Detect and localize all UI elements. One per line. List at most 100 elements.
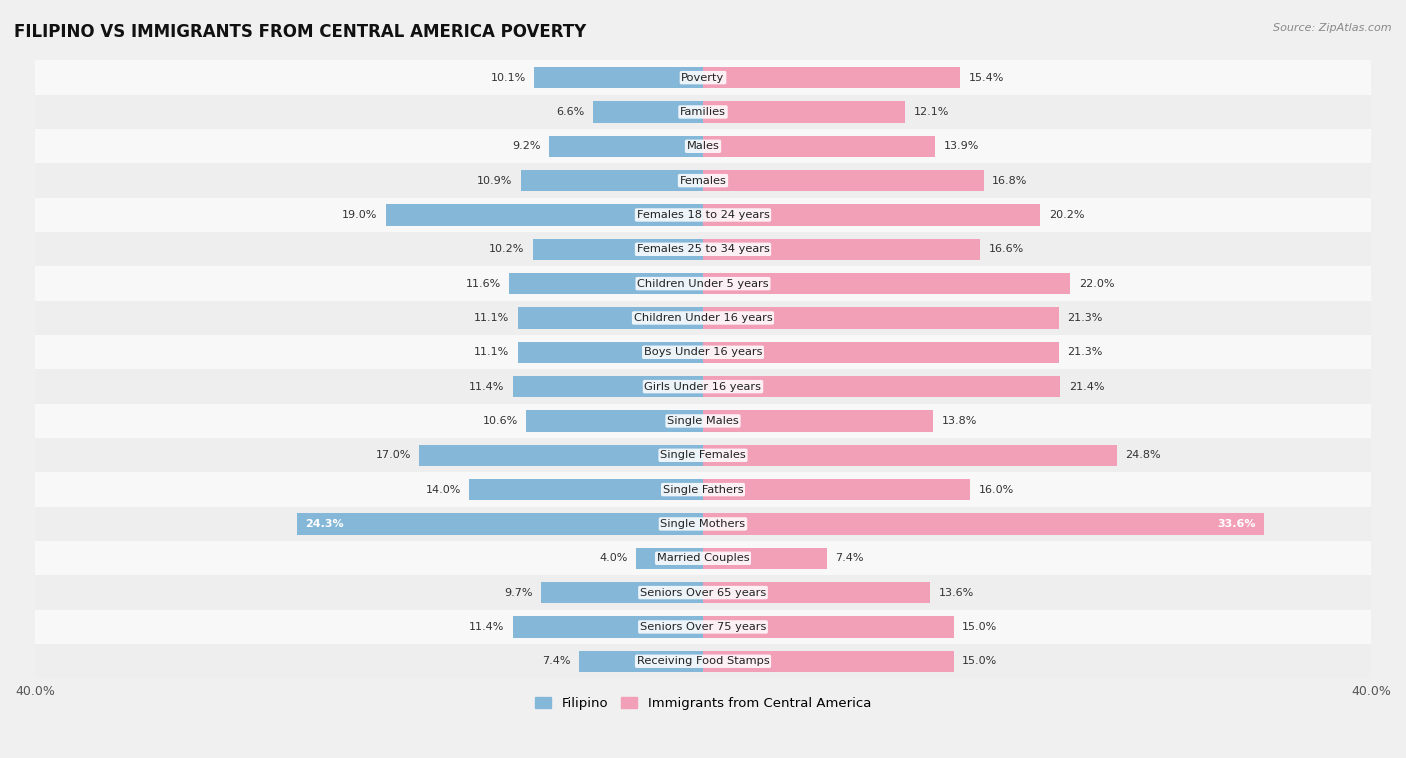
Bar	[35, 609, 1371, 644]
Text: 12.1%: 12.1%	[914, 107, 949, 117]
Text: Girls Under 16 years: Girls Under 16 years	[644, 381, 762, 392]
Text: 17.0%: 17.0%	[375, 450, 411, 460]
Bar	[513, 616, 703, 637]
Bar	[703, 342, 1059, 363]
Text: Single Males: Single Males	[666, 416, 740, 426]
Bar	[35, 198, 1371, 232]
Bar	[517, 342, 703, 363]
Bar	[35, 575, 1371, 609]
Bar	[703, 239, 980, 260]
Text: 9.7%: 9.7%	[505, 587, 533, 597]
Text: Seniors Over 65 years: Seniors Over 65 years	[640, 587, 766, 597]
Bar	[385, 205, 703, 226]
Text: Families: Families	[681, 107, 725, 117]
Text: 10.9%: 10.9%	[477, 176, 513, 186]
Text: 21.3%: 21.3%	[1067, 313, 1102, 323]
Bar	[703, 513, 1264, 534]
Bar	[35, 438, 1371, 472]
Text: 16.0%: 16.0%	[979, 484, 1014, 495]
Text: 11.4%: 11.4%	[468, 622, 505, 632]
Bar	[703, 582, 931, 603]
Bar	[703, 136, 935, 157]
Bar	[703, 205, 1040, 226]
Bar	[35, 335, 1371, 369]
Text: 21.3%: 21.3%	[1067, 347, 1102, 357]
Bar	[593, 102, 703, 123]
Bar	[550, 136, 703, 157]
Text: Females 25 to 34 years: Females 25 to 34 years	[637, 244, 769, 254]
Text: Boys Under 16 years: Boys Under 16 years	[644, 347, 762, 357]
Text: 16.8%: 16.8%	[993, 176, 1028, 186]
Text: Single Females: Single Females	[661, 450, 745, 460]
Text: 15.0%: 15.0%	[962, 622, 997, 632]
Text: 21.4%: 21.4%	[1069, 381, 1104, 392]
Bar	[703, 170, 984, 191]
Text: 4.0%: 4.0%	[599, 553, 628, 563]
Text: 11.1%: 11.1%	[474, 313, 509, 323]
Text: Married Couples: Married Couples	[657, 553, 749, 563]
Bar	[419, 445, 703, 466]
Bar	[35, 164, 1371, 198]
Text: Receiving Food Stamps: Receiving Food Stamps	[637, 656, 769, 666]
Bar	[541, 582, 703, 603]
Bar	[703, 616, 953, 637]
Text: 24.8%: 24.8%	[1126, 450, 1161, 460]
Bar	[703, 479, 970, 500]
Text: Seniors Over 75 years: Seniors Over 75 years	[640, 622, 766, 632]
Text: 19.0%: 19.0%	[342, 210, 377, 220]
Bar	[35, 61, 1371, 95]
Text: 13.8%: 13.8%	[942, 416, 977, 426]
Text: 14.0%: 14.0%	[426, 484, 461, 495]
Text: Females 18 to 24 years: Females 18 to 24 years	[637, 210, 769, 220]
Text: 10.2%: 10.2%	[489, 244, 524, 254]
Text: 9.2%: 9.2%	[513, 141, 541, 152]
Text: 7.4%: 7.4%	[543, 656, 571, 666]
Bar	[526, 410, 703, 431]
Bar	[35, 129, 1371, 164]
Text: FILIPINO VS IMMIGRANTS FROM CENTRAL AMERICA POVERTY: FILIPINO VS IMMIGRANTS FROM CENTRAL AMER…	[14, 23, 586, 41]
Text: 13.6%: 13.6%	[938, 587, 974, 597]
Text: 22.0%: 22.0%	[1078, 279, 1115, 289]
Bar	[534, 67, 703, 88]
Text: 7.4%: 7.4%	[835, 553, 863, 563]
Bar	[703, 650, 953, 672]
Bar	[297, 513, 703, 534]
Bar	[703, 273, 1070, 294]
Bar	[533, 239, 703, 260]
Text: Poverty: Poverty	[682, 73, 724, 83]
Bar	[35, 404, 1371, 438]
Text: 11.6%: 11.6%	[465, 279, 501, 289]
Text: 6.6%: 6.6%	[557, 107, 585, 117]
Text: 10.1%: 10.1%	[491, 73, 526, 83]
Bar	[703, 376, 1060, 397]
Text: 11.4%: 11.4%	[468, 381, 505, 392]
Text: 15.4%: 15.4%	[969, 73, 1004, 83]
Text: 10.6%: 10.6%	[482, 416, 517, 426]
Text: 15.0%: 15.0%	[962, 656, 997, 666]
Text: 20.2%: 20.2%	[1049, 210, 1084, 220]
Bar	[35, 644, 1371, 678]
Bar	[509, 273, 703, 294]
Text: 13.9%: 13.9%	[943, 141, 979, 152]
Bar	[636, 547, 703, 569]
Text: Single Mothers: Single Mothers	[661, 519, 745, 529]
Bar	[470, 479, 703, 500]
Bar	[522, 170, 703, 191]
Bar	[579, 650, 703, 672]
Text: Females: Females	[679, 176, 727, 186]
Bar	[703, 445, 1118, 466]
Text: 33.6%: 33.6%	[1218, 519, 1256, 529]
Bar	[513, 376, 703, 397]
Bar	[35, 369, 1371, 404]
Bar	[517, 307, 703, 329]
Text: 24.3%: 24.3%	[305, 519, 344, 529]
Text: Source: ZipAtlas.com: Source: ZipAtlas.com	[1274, 23, 1392, 33]
Bar	[35, 507, 1371, 541]
Bar	[703, 67, 960, 88]
Text: Children Under 16 years: Children Under 16 years	[634, 313, 772, 323]
Text: Children Under 5 years: Children Under 5 years	[637, 279, 769, 289]
Bar	[35, 541, 1371, 575]
Legend: Filipino, Immigrants from Central America: Filipino, Immigrants from Central Americ…	[530, 691, 876, 715]
Bar	[703, 410, 934, 431]
Text: 11.1%: 11.1%	[474, 347, 509, 357]
